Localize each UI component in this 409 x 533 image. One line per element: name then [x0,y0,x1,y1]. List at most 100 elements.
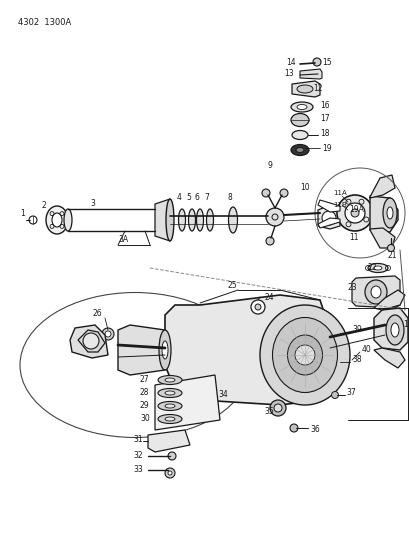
Ellipse shape [290,144,308,156]
Polygon shape [155,199,170,241]
Polygon shape [373,348,404,368]
Text: 19: 19 [321,143,331,152]
Ellipse shape [382,198,396,228]
Ellipse shape [228,207,237,233]
Polygon shape [369,175,394,198]
Text: 6: 6 [194,193,199,203]
Polygon shape [351,276,399,308]
Text: 19A: 19A [348,206,363,214]
Text: 21: 21 [387,251,397,260]
Polygon shape [317,200,339,212]
Text: 25: 25 [227,280,237,289]
Ellipse shape [164,391,175,395]
Ellipse shape [367,263,387,272]
Circle shape [270,400,285,416]
Text: 18: 18 [319,128,329,138]
Circle shape [312,58,320,66]
Ellipse shape [159,330,171,370]
Text: 13: 13 [283,69,293,77]
Ellipse shape [196,209,203,231]
Circle shape [168,452,175,460]
Ellipse shape [162,341,168,359]
Circle shape [83,333,99,349]
Text: 40: 40 [361,345,371,354]
Circle shape [321,211,335,225]
Text: 26: 26 [93,309,102,318]
Ellipse shape [296,85,312,93]
Ellipse shape [157,376,182,384]
Text: 22: 22 [367,262,377,271]
Text: 4302  1300A: 4302 1300A [18,18,71,27]
Polygon shape [78,330,105,352]
Circle shape [164,468,175,478]
Text: 33: 33 [133,465,142,474]
Polygon shape [164,295,329,405]
Ellipse shape [64,209,72,231]
Polygon shape [373,290,404,310]
Ellipse shape [287,335,322,375]
Ellipse shape [364,280,386,304]
Text: 11: 11 [402,320,409,329]
Polygon shape [369,228,394,248]
Ellipse shape [296,104,306,109]
Circle shape [102,328,114,340]
Text: 29: 29 [139,401,149,410]
Text: 3A: 3A [118,236,128,245]
Text: 5: 5 [186,193,191,203]
Polygon shape [148,430,189,452]
Circle shape [387,245,393,252]
Ellipse shape [373,266,381,270]
Text: 36: 36 [309,425,319,434]
Ellipse shape [259,305,349,405]
Circle shape [265,237,273,245]
Text: 24: 24 [264,293,274,302]
Text: 11B: 11B [332,202,346,208]
Ellipse shape [370,286,380,298]
Ellipse shape [385,315,403,345]
Ellipse shape [157,389,182,398]
Text: 2: 2 [42,201,47,211]
Text: 15: 15 [321,58,331,67]
Text: 34: 34 [218,391,227,400]
Ellipse shape [188,209,195,231]
Ellipse shape [164,404,175,408]
Polygon shape [369,196,397,232]
Ellipse shape [295,148,303,152]
Text: 11A: 11A [332,190,346,196]
Ellipse shape [386,207,392,219]
Text: 37: 37 [345,389,355,398]
Ellipse shape [291,131,307,140]
Polygon shape [118,325,164,375]
Text: 38: 38 [351,356,361,365]
Circle shape [273,404,281,412]
Ellipse shape [166,199,173,241]
Text: 11: 11 [348,233,357,243]
Polygon shape [155,375,220,430]
Circle shape [350,209,358,217]
Polygon shape [317,205,339,229]
Text: 10: 10 [299,182,309,191]
Text: 30: 30 [139,415,149,424]
Polygon shape [373,308,407,350]
Circle shape [294,345,314,365]
Ellipse shape [52,213,62,227]
Circle shape [331,392,338,399]
Text: 8: 8 [227,193,232,203]
Ellipse shape [164,378,175,382]
Text: 7: 7 [204,193,209,203]
Polygon shape [291,81,319,97]
Ellipse shape [164,417,175,421]
Circle shape [168,471,172,475]
Ellipse shape [272,318,337,392]
Ellipse shape [290,102,312,112]
Text: 12: 12 [312,84,322,93]
Circle shape [254,304,261,310]
Circle shape [265,208,283,226]
Polygon shape [299,69,321,79]
Circle shape [289,424,297,432]
Text: 14: 14 [285,58,295,67]
Ellipse shape [157,415,182,424]
Text: 28: 28 [139,389,149,398]
Text: 31: 31 [133,435,142,445]
Polygon shape [317,218,339,228]
